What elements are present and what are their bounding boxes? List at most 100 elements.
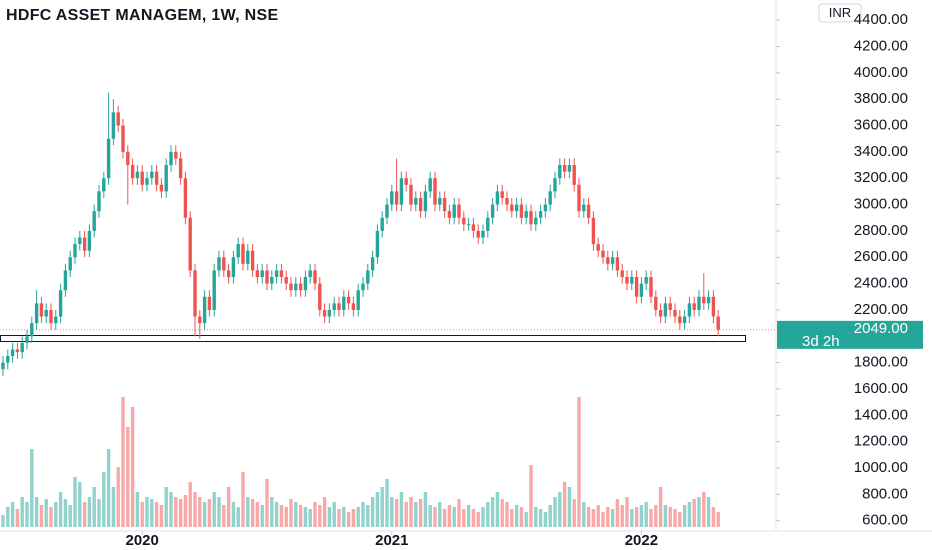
chart-title: HDFC ASSET MANAGEM, 1W, NSE xyxy=(6,7,278,24)
volume-bar xyxy=(313,502,317,527)
volume-bar xyxy=(73,477,77,527)
candle-body xyxy=(567,165,572,172)
candle-body xyxy=(30,323,34,337)
candle-body xyxy=(634,277,639,297)
y-tick-label: 1400.00 xyxy=(854,406,908,423)
candle-body xyxy=(380,217,384,231)
currency-button[interactable] xyxy=(818,3,862,23)
candle-body xyxy=(222,257,226,271)
y-tick-label: 3600.00 xyxy=(854,117,908,134)
volume-bar xyxy=(452,507,456,527)
candle-body xyxy=(673,309,677,317)
volume-bar xyxy=(356,507,360,527)
volume-bar xyxy=(490,497,495,527)
candle-body xyxy=(313,270,317,284)
candle-body xyxy=(519,204,524,218)
candle-body xyxy=(159,184,164,192)
volume-bar xyxy=(534,507,538,527)
candle-body xyxy=(106,138,111,179)
volume-bar xyxy=(639,505,644,527)
volume-bar xyxy=(150,499,154,527)
volume-bar xyxy=(159,505,164,527)
candle-body xyxy=(260,270,264,278)
candle-body xyxy=(183,178,188,218)
candle-body xyxy=(342,296,346,310)
candle-body xyxy=(212,270,216,310)
candle-body xyxy=(668,303,672,310)
candle-body xyxy=(438,197,442,205)
candle-body xyxy=(495,191,500,205)
volume-bar xyxy=(183,495,188,527)
candle-body xyxy=(390,191,394,205)
candle-body xyxy=(534,217,538,225)
volume-bar xyxy=(433,507,437,527)
volume-bar xyxy=(615,499,620,527)
candle-body xyxy=(327,309,332,317)
candle-body xyxy=(73,244,77,258)
support-zone xyxy=(0,335,746,342)
candle-body xyxy=(423,191,428,212)
volume-bar xyxy=(255,502,260,527)
candle-body xyxy=(692,303,696,310)
volume-bar xyxy=(567,487,572,527)
candle-body xyxy=(193,270,197,317)
y-tick-label: 3200.00 xyxy=(854,169,908,186)
volume-bar xyxy=(385,479,389,527)
candle-body xyxy=(198,316,202,324)
candle-body xyxy=(678,316,682,324)
candle-body xyxy=(687,303,692,317)
volume-bar xyxy=(524,512,528,527)
volume-bar xyxy=(279,505,284,527)
candle-body xyxy=(591,217,596,245)
candle-body xyxy=(716,316,720,330)
candle-body xyxy=(318,283,322,310)
volume-bar xyxy=(34,497,39,527)
y-tick-label: 4000.00 xyxy=(854,64,908,81)
volume-bar xyxy=(582,502,586,527)
volume-bar xyxy=(294,502,298,527)
volume-bar xyxy=(601,512,605,527)
y-tick-label: 2400.00 xyxy=(854,275,908,292)
candle-body xyxy=(572,165,576,185)
candle-body xyxy=(20,342,24,353)
volume-bar xyxy=(207,499,212,527)
volume-bar xyxy=(610,509,615,527)
volume-bar xyxy=(687,502,692,527)
candle-body xyxy=(116,112,120,126)
candle-body xyxy=(308,270,312,278)
volume-bar xyxy=(174,497,178,527)
volume-bar xyxy=(711,507,716,527)
volume-bar xyxy=(654,505,658,527)
candle-body xyxy=(1,362,5,370)
candle-body xyxy=(145,178,149,185)
volume-bar xyxy=(591,509,596,527)
candle-body xyxy=(394,191,399,205)
candle-body xyxy=(630,277,634,284)
candle-body xyxy=(399,178,404,205)
volume-bar xyxy=(510,509,514,527)
volume-bar xyxy=(620,505,624,527)
volume-bar xyxy=(97,499,101,527)
candle-body xyxy=(274,270,279,278)
candle-body xyxy=(538,211,543,218)
volume-bar xyxy=(596,505,600,527)
candle-body xyxy=(135,171,140,179)
volume-bar xyxy=(586,507,591,527)
volume-bar xyxy=(188,482,192,527)
volume-bar xyxy=(423,492,428,527)
candle-body xyxy=(188,217,192,271)
y-tick-label: 3800.00 xyxy=(854,90,908,107)
candle-body xyxy=(178,158,183,179)
candle-body xyxy=(174,151,178,159)
candle-body xyxy=(111,112,116,139)
currency-label[interactable]: INR xyxy=(829,5,851,20)
candle-body xyxy=(462,217,466,225)
candle-body xyxy=(586,204,591,218)
volume-bar xyxy=(380,487,384,527)
volume-bar xyxy=(270,497,274,527)
volume-bar xyxy=(20,497,24,527)
candle-body xyxy=(697,296,701,310)
candle-body xyxy=(418,197,423,212)
volume-bar xyxy=(514,505,519,527)
